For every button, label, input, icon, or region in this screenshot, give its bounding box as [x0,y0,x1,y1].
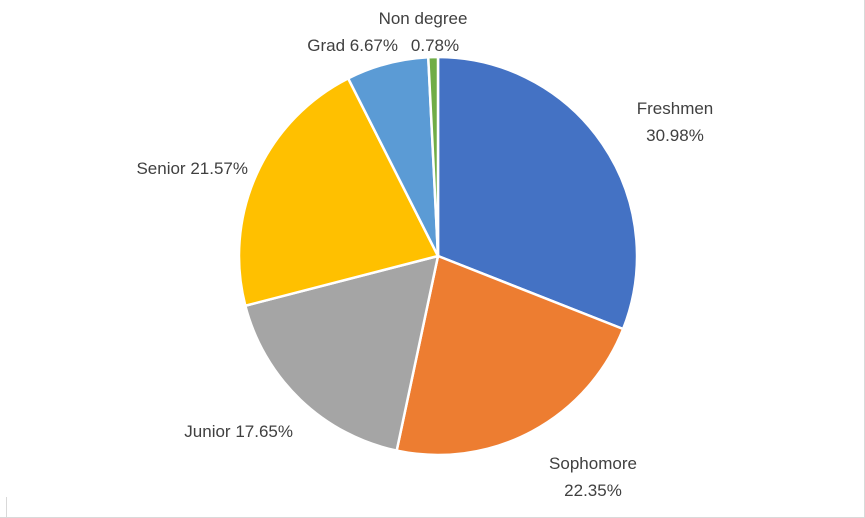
label-grad: Grad 6.67% [307,36,398,55]
label-senior-name: Senior [136,159,185,178]
slice-junior [244,254,440,452]
slice-sophomore [395,254,625,457]
label-junior: Junior 17.65% [184,422,293,441]
label-junior-value: 17.65% [235,422,293,441]
label-sophomore-name: Sophomore [549,454,637,473]
label-sophomore-value: 22.35% [564,481,622,500]
pie-slices [237,55,639,457]
label-freshmen-name: Freshmen [637,99,714,118]
label-junior-name: Junior [184,422,231,441]
label-freshmen-value: 30.98% [646,126,704,145]
label-non-degree-value: 0.78% [411,36,459,55]
label-grad-name: Grad [307,36,345,55]
label-senior-value: 21.57% [190,159,248,178]
slice-non-degree [427,55,440,258]
slice-senior [237,77,440,307]
label-senior: Senior 21.57% [136,159,248,178]
slice-freshmen [436,55,639,331]
label-grad-value: 6.67% [350,36,398,55]
label-non-degree-name: Non degree [379,9,468,28]
